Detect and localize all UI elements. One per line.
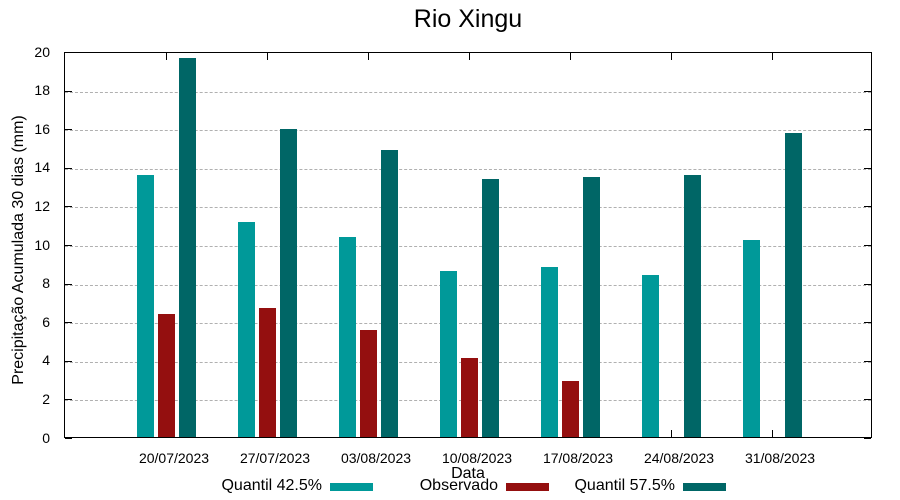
x-tick-label: 24/08/2023 (643, 450, 715, 466)
y-axis-tick (65, 322, 72, 324)
legend-label: Quantil 42.5% (221, 477, 322, 494)
legend-swatch-observado (506, 483, 549, 491)
bar-quantil-57-5--6 (784, 133, 802, 437)
x-tick-label: 27/07/2023 (239, 450, 311, 466)
legend-label: Observado (419, 477, 498, 494)
bar-quantil-57-5--0 (178, 57, 196, 437)
bar-quantil-57-5--1 (279, 129, 297, 437)
y-tick-label: 4 (42, 352, 50, 369)
y-axis-tick (864, 360, 871, 362)
x-tick-label: 03/08/2023 (340, 450, 412, 466)
bar-quantil-42-5--3 (439, 271, 457, 437)
y-axis-tick (864, 90, 871, 92)
y-axis-tick (65, 167, 72, 169)
y-axis-tick (65, 283, 72, 285)
y-axis-tick (65, 206, 72, 208)
y-axis-tick (864, 322, 871, 324)
chart-title: Rio Xingu (413, 5, 523, 33)
y-axis-tick (864, 129, 871, 131)
x-axis-tick (469, 53, 470, 60)
bar-quantil-57-5--3 (481, 179, 499, 437)
y-tick-label: 16 (34, 120, 50, 137)
y-axis-tick (864, 245, 871, 246)
x-axis-tick (368, 53, 369, 60)
bar-observado-4 (561, 381, 579, 437)
x-tick-label: 10/08/2023 (441, 450, 513, 466)
y-tick-label: 6 (42, 313, 50, 330)
x-axis-tick (671, 430, 672, 437)
y-tick-label: 18 (34, 82, 50, 99)
y-axis-tick (65, 52, 72, 53)
bar-observado-1 (258, 307, 276, 437)
bar-quantil-42-5--5 (641, 274, 659, 437)
y-axis-tick (864, 438, 871, 439)
x-tick-label: 20/07/2023 (138, 450, 210, 466)
y-tick-label: 2 (42, 390, 50, 407)
bar-quantil-42-5--0 (136, 174, 154, 437)
bar-quantil-57-5--4 (582, 177, 600, 437)
bar-quantil-57-5--5 (683, 174, 701, 437)
y-tick-label: 20 (34, 43, 50, 60)
y-tick-label: 10 (34, 236, 50, 253)
gridline (65, 168, 871, 170)
y-axis-tick (65, 129, 72, 131)
y-axis-tick (65, 399, 72, 401)
bar-quantil-57-5--2 (380, 150, 398, 437)
y-tick-label: 14 (34, 159, 50, 176)
y-axis-tick (864, 399, 871, 401)
bar-quantil-42-5--1 (237, 221, 255, 437)
legend-swatch-quantil (683, 483, 726, 491)
legend-label: Quantil 57.5% (574, 477, 675, 494)
bar-quantil-42-5--4 (540, 267, 558, 437)
gridline (65, 246, 871, 247)
gridline (65, 323, 871, 325)
x-axis-tick (772, 430, 773, 437)
gridline (65, 91, 871, 93)
bar-quantil-42-5--6 (742, 240, 760, 437)
y-axis-tick (65, 245, 72, 246)
y-tick-label: 12 (34, 197, 50, 214)
x-axis-tick (570, 53, 571, 60)
y-axis-tick (65, 438, 72, 439)
y-axis-tick (864, 167, 871, 169)
gridline (65, 207, 871, 209)
x-axis-tick (267, 53, 268, 60)
y-tick-label: 8 (42, 275, 50, 292)
gridline (65, 130, 871, 132)
x-tick-label: 17/08/2023 (542, 450, 614, 466)
y-axis-tick (864, 283, 871, 285)
bar-quantil-42-5--2 (338, 237, 356, 437)
bar-observado-0 (157, 314, 175, 437)
bar-observado-3 (460, 357, 478, 437)
y-axis-tick (65, 360, 72, 362)
y-axis-tick (864, 206, 871, 208)
x-axis-tick (166, 53, 167, 60)
y-tick-label: 0 (42, 429, 50, 446)
x-axis-tick (772, 53, 773, 60)
y-axis-tick (864, 52, 871, 53)
y-axis-tick (65, 90, 72, 92)
plot-area (64, 52, 872, 439)
gridline (65, 284, 871, 286)
x-axis-label: Data (451, 465, 485, 482)
x-tick-label: 31/08/2023 (744, 450, 816, 466)
bar-observado-2 (359, 329, 377, 437)
legend-swatch-quantil (330, 483, 373, 491)
x-axis-tick (671, 53, 672, 60)
